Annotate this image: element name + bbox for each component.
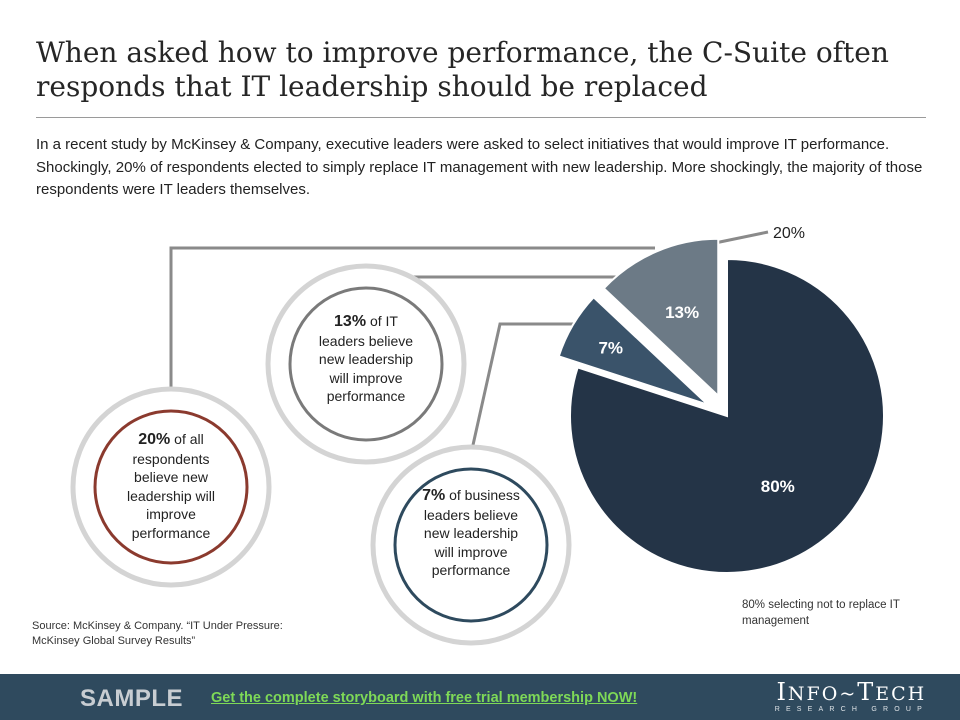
connector-line-group [714,230,769,245]
page-title: When asked how to improve performance, t… [36,36,889,103]
source-note: Source: McKinsey & Company. “IT Under Pr… [32,620,283,647]
chart-annotation: 80% selecting not to replace IT manageme… [742,599,900,627]
connector-line-7 [471,322,590,446]
bubble-circle-20 [70,386,272,588]
footer-bar: SAMPLE Get the complete storyboard with … [0,674,960,720]
pie-slice-7 [557,295,709,406]
pie-slices [557,237,885,574]
bubble-text-7: 7% of business leaders believe new leade… [414,486,528,580]
bubble-desc: of IT leaders believe new leadership wil… [318,313,414,404]
pie-slice-label-13: 13% [665,303,699,322]
pie-slice-label-80: 80% [761,477,795,496]
title-divider [36,117,926,118]
free-trial-link[interactable]: Get the complete storyboard with free tr… [211,690,638,706]
sample-watermark: SAMPLE [80,685,184,712]
bubble-circle-13 [265,263,467,465]
bubble-circle-7 [370,444,572,646]
pie-slice-labels: 80% 7% 13% [598,303,794,496]
connector-line-20 [169,246,655,392]
intro-paragraph: In a recent study by McKinsey & Company,… [36,136,923,198]
pie-slice-80 [569,257,885,574]
pie-slice-13 [602,237,720,399]
bubble-desc: of all respondents believe new leadershi… [127,431,215,541]
exploded-group-label: 20% [773,225,805,242]
bubble-pct: 20% [138,431,171,448]
bubble-pct: 13% [334,313,367,330]
bubble-desc: of business leaders believe new leadersh… [423,487,520,578]
pie-slice-label-7: 7% [598,338,623,357]
bubble-text-13: 13% of IT leaders believe new leadership… [311,312,421,406]
pie-chart: 80% 7% 13% 20% [70,225,885,646]
info-tech-logo: INFO~TECH RESEARCH GROUP [774,678,928,713]
bubble-pct: 7% [422,487,446,504]
bubble-text-20: 20% of all respondents believe new leade… [116,430,226,542]
